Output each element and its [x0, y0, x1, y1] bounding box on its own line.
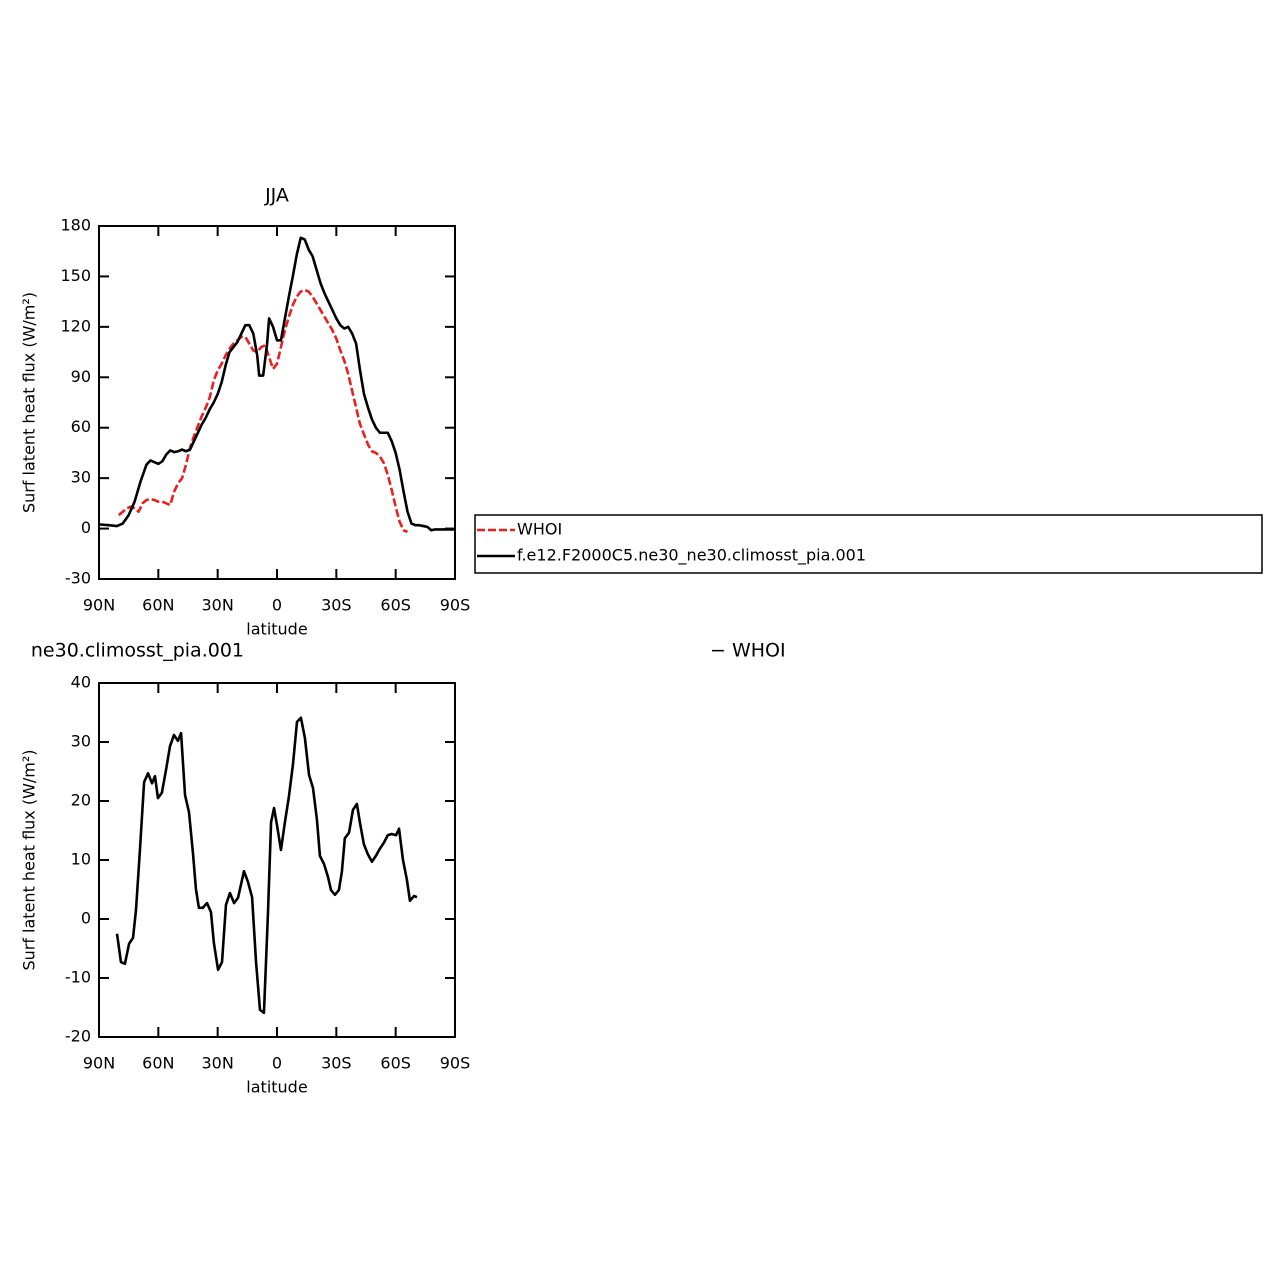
y-tick-label: 20	[71, 791, 91, 810]
x-tick-label: 30N	[202, 596, 234, 615]
x-tick-label: 30S	[321, 1054, 352, 1073]
chart-title: JJA	[264, 185, 289, 207]
y-axis-label: Surf latent heat flux (W/m²)	[20, 749, 39, 970]
x-tick-label: 30S	[321, 596, 352, 615]
x-axis-label: latitude	[246, 620, 307, 639]
chart-title: ne30.climosst_pia.001	[31, 640, 244, 662]
chart-title-suffix: − WHOI	[710, 640, 786, 662]
y-tick-label: 90	[71, 367, 91, 386]
y-tick-label: 30	[71, 732, 91, 751]
x-tick-label: 60N	[142, 596, 174, 615]
y-tick-label: 10	[71, 850, 91, 869]
x-tick-label: 60N	[142, 1054, 174, 1073]
series-line	[99, 236, 455, 532]
y-tick-label: -20	[65, 1027, 91, 1046]
x-tick-label: 0	[272, 1054, 282, 1073]
y-tick-label: -30	[65, 569, 91, 588]
y-tick-label: 60	[71, 417, 91, 436]
x-tick-label: 90N	[83, 596, 115, 615]
y-tick-label: 40	[71, 673, 91, 692]
y-tick-label: 120	[60, 316, 91, 335]
legend-label: WHOI	[517, 520, 562, 539]
y-tick-label: 180	[60, 216, 91, 235]
series-line	[115, 716, 418, 1015]
x-tick-label: 60S	[380, 596, 411, 615]
plot-frame	[98, 682, 456, 1038]
y-tick-label: 30	[71, 468, 91, 487]
plot-frame	[98, 225, 456, 580]
x-tick-label: 60S	[380, 1054, 411, 1073]
legend-label: f.e12.F2000C5.ne30_ne30.climosst_pia.001	[517, 546, 866, 566]
x-tick-label: 90N	[83, 1054, 115, 1073]
y-tick-label: 0	[81, 518, 91, 537]
legend-box	[474, 514, 1263, 574]
series-line	[117, 288, 409, 534]
x-axis-label: latitude	[246, 1078, 307, 1097]
x-tick-label: 0	[272, 596, 282, 615]
y-tick-label: -10	[65, 968, 91, 987]
x-tick-label: 90S	[440, 1054, 471, 1073]
y-tick-label: 0	[81, 909, 91, 928]
x-tick-label: 30N	[202, 1054, 234, 1073]
y-axis-label: Surf latent heat flux (W/m²)	[20, 292, 39, 513]
y-tick-label: 150	[60, 266, 91, 285]
x-tick-label: 90S	[440, 596, 471, 615]
